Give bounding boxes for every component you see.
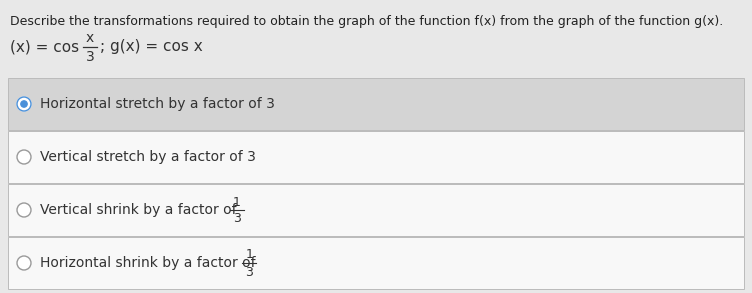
Text: 3: 3: [233, 212, 241, 226]
Text: Horizontal stretch by a factor of 3: Horizontal stretch by a factor of 3: [40, 97, 275, 111]
FancyBboxPatch shape: [8, 131, 744, 183]
Text: Vertical shrink by a factor of: Vertical shrink by a factor of: [40, 203, 241, 217]
Circle shape: [17, 203, 31, 217]
Text: Horizontal shrink by a factor of: Horizontal shrink by a factor of: [40, 256, 260, 270]
Text: Vertical stretch by a factor of 3: Vertical stretch by a factor of 3: [40, 150, 256, 164]
FancyBboxPatch shape: [8, 78, 744, 130]
Circle shape: [21, 101, 27, 107]
Text: 3: 3: [86, 50, 94, 64]
Circle shape: [17, 256, 31, 270]
Text: Describe the transformations required to obtain the graph of the function f(x) f: Describe the transformations required to…: [10, 15, 723, 28]
Circle shape: [17, 97, 31, 111]
Text: 1: 1: [233, 195, 241, 209]
FancyBboxPatch shape: [8, 184, 744, 236]
Text: x: x: [86, 31, 94, 45]
Text: ; g(x) = cos x: ; g(x) = cos x: [100, 40, 203, 54]
Circle shape: [17, 150, 31, 164]
Text: 3: 3: [245, 265, 253, 279]
Text: (x) = cos: (x) = cos: [10, 40, 84, 54]
FancyBboxPatch shape: [8, 237, 744, 289]
Text: 1: 1: [245, 248, 253, 261]
